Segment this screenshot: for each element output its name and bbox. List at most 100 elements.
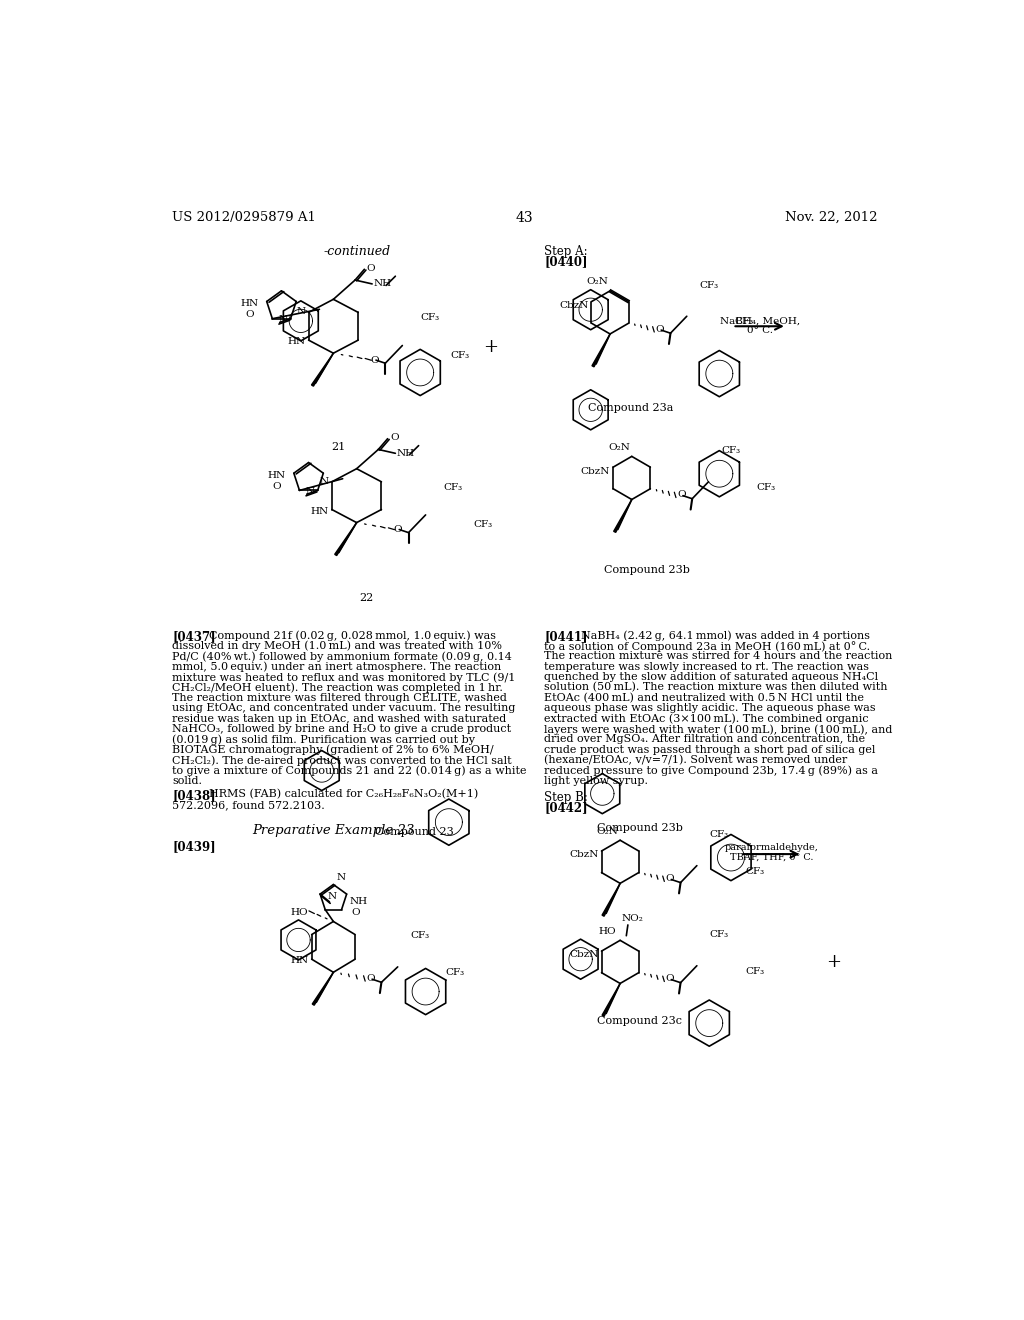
Text: O: O	[351, 908, 359, 916]
Text: TBAF, THF, 0° C.: TBAF, THF, 0° C.	[729, 853, 813, 862]
Text: CF₃: CF₃	[721, 446, 740, 455]
Text: The reaction mixture was filtered through CELITE, washed: The reaction mixture was filtered throug…	[172, 693, 507, 702]
Text: N: N	[319, 477, 329, 486]
Text: paraformaldehyde,: paraformaldehyde,	[724, 842, 818, 851]
Text: [0438]: [0438]	[172, 789, 216, 803]
Text: Step A:: Step A:	[544, 244, 588, 257]
Text: O: O	[666, 974, 675, 983]
Text: CF₃: CF₃	[710, 830, 729, 840]
Text: N: N	[279, 315, 288, 323]
Text: BIOTAGE chromatography (gradient of 2% to 6% MeOH/: BIOTAGE chromatography (gradient of 2% t…	[172, 744, 494, 755]
Text: NaHCO₃, followed by brine and H₂O to give a crude product: NaHCO₃, followed by brine and H₂O to giv…	[172, 723, 511, 734]
Text: O: O	[272, 482, 281, 491]
Text: O: O	[655, 325, 665, 334]
Text: HN: HN	[310, 507, 329, 516]
Text: NH: NH	[349, 898, 368, 906]
Text: HN: HN	[291, 956, 308, 965]
Text: NH: NH	[397, 449, 415, 458]
Text: NH: NH	[374, 280, 392, 288]
Text: HN: HN	[240, 300, 258, 309]
Text: CF₃: CF₃	[757, 483, 775, 491]
Text: O: O	[666, 874, 675, 883]
Text: HN: HN	[288, 337, 305, 346]
Text: using EtOAc, and concentrated under vacuum. The resulting: using EtOAc, and concentrated under vacu…	[172, 704, 515, 713]
Text: O: O	[390, 433, 398, 442]
Text: O: O	[245, 310, 254, 319]
Text: EtOAc (400 mL) and neutralized with 0.5 N HCl until the: EtOAc (400 mL) and neutralized with 0.5 …	[544, 693, 864, 704]
Polygon shape	[602, 983, 621, 1016]
Text: -continued: -continued	[323, 244, 390, 257]
Text: layers were washed with water (100 mL), brine (100 mL), and: layers were washed with water (100 mL), …	[544, 723, 893, 734]
Text: (hexane/EtOAc, v/v=7/1). Solvent was removed under: (hexane/EtOAc, v/v=7/1). Solvent was rem…	[544, 755, 848, 766]
Polygon shape	[602, 883, 621, 916]
Text: CbzN: CbzN	[581, 466, 610, 475]
Text: O₂N: O₂N	[587, 277, 608, 286]
Text: HN: HN	[267, 471, 286, 480]
Polygon shape	[335, 523, 356, 556]
Text: N: N	[337, 874, 346, 882]
Text: (0.019 g) as solid film. Purification was carried out by: (0.019 g) as solid film. Purification wa…	[172, 734, 475, 744]
Text: HRMS (FAB) calculated for C₂₆H₂₈F₆N₃O₂(M+1): HRMS (FAB) calculated for C₂₆H₂₈F₆N₃O₂(M…	[209, 789, 478, 800]
Text: mixture was heated to reflux and was monitored by TLC (9/1: mixture was heated to reflux and was mon…	[172, 672, 515, 682]
Text: light yellow syrup.: light yellow syrup.	[544, 776, 648, 785]
Text: NaBH₄, MeOH,: NaBH₄, MeOH,	[720, 317, 800, 325]
Text: O: O	[371, 355, 379, 364]
Text: O₂N: O₂N	[608, 442, 630, 451]
Text: dried over MgSO₄. After filtration and concentration, the: dried over MgSO₄. After filtration and c…	[544, 734, 865, 744]
Text: 572.2096, found 572.2103.: 572.2096, found 572.2103.	[172, 800, 325, 809]
Text: Compound 23b: Compound 23b	[597, 822, 682, 833]
Text: CF₃: CF₃	[411, 932, 430, 940]
Text: Compound 23a: Compound 23a	[588, 404, 673, 413]
Text: O: O	[367, 264, 376, 273]
Text: CF₃: CF₃	[735, 317, 754, 326]
Text: O₂N: O₂N	[597, 826, 618, 836]
Text: O: O	[678, 491, 686, 499]
Text: The reaction mixture was stirred for 4 hours and the reaction: The reaction mixture was stirred for 4 h…	[544, 651, 893, 661]
Text: CH₂Cl₂/MeOH eluent). The reaction was completed in 1 hr.: CH₂Cl₂/MeOH eluent). The reaction was co…	[172, 682, 503, 693]
Text: CF₃: CF₃	[451, 351, 470, 360]
Text: [0439]: [0439]	[172, 841, 216, 853]
Text: [0441]: [0441]	[544, 631, 588, 643]
Text: extracted with EtOAc (3×100 mL). The combined organic: extracted with EtOAc (3×100 mL). The com…	[544, 714, 868, 725]
Text: 43: 43	[516, 211, 534, 224]
Text: Compound 23: Compound 23	[376, 826, 454, 837]
Text: 0° C.: 0° C.	[746, 326, 773, 335]
Text: CF₃: CF₃	[710, 931, 729, 940]
Text: CF₃: CF₃	[744, 866, 764, 875]
Text: solid.: solid.	[172, 776, 202, 785]
Text: dissolved in dry MeOH (1.0 mL) and was treated with 10%: dissolved in dry MeOH (1.0 mL) and was t…	[172, 640, 502, 651]
Text: aqueous phase was slightly acidic. The aqueous phase was: aqueous phase was slightly acidic. The a…	[544, 704, 876, 713]
Text: [0437]: [0437]	[172, 631, 216, 643]
Text: US 2012/0295879 A1: US 2012/0295879 A1	[172, 211, 316, 224]
Text: [0440]: [0440]	[544, 256, 588, 268]
Text: NaBH₄ (2.42 g, 64.1 mmol) was added in 4 portions: NaBH₄ (2.42 g, 64.1 mmol) was added in 4…	[582, 631, 870, 642]
Text: Step B:: Step B:	[544, 791, 588, 804]
Text: solution (50 mL). The reaction mixture was then diluted with: solution (50 mL). The reaction mixture w…	[544, 682, 888, 693]
Text: CbzN: CbzN	[569, 850, 598, 859]
Text: Pd/C (40% wt.) followed by ammonium formate (0.09 g, 0.14: Pd/C (40% wt.) followed by ammonium form…	[172, 651, 512, 661]
Polygon shape	[311, 354, 334, 387]
Text: CbzN: CbzN	[559, 301, 589, 310]
Text: quenched by the slow addition of saturated aqueous NH₄Cl: quenched by the slow addition of saturat…	[544, 672, 879, 682]
Text: crude product was passed through a short pad of silica gel: crude product was passed through a short…	[544, 744, 876, 755]
Text: +: +	[825, 953, 841, 972]
Text: +: +	[483, 338, 499, 356]
Text: reduced pressure to give Compound 23b, 17.4 g (89%) as a: reduced pressure to give Compound 23b, 1…	[544, 766, 879, 776]
Text: to a solution of Compound 23a in MeOH (160 mL) at 0° C.: to a solution of Compound 23a in MeOH (1…	[544, 640, 870, 652]
Text: Compound 21f (0.02 g, 0.028 mmol, 1.0 equiv.) was: Compound 21f (0.02 g, 0.028 mmol, 1.0 eq…	[209, 631, 497, 642]
Text: Nov. 22, 2012: Nov. 22, 2012	[785, 211, 878, 224]
Text: HO: HO	[291, 908, 308, 916]
Text: N: N	[296, 308, 305, 315]
Text: temperature was slowly increased to rt. The reaction was: temperature was slowly increased to rt. …	[544, 661, 869, 672]
Text: Preparative Example 23: Preparative Example 23	[252, 824, 415, 837]
Text: CF₃: CF₃	[474, 520, 493, 529]
Polygon shape	[592, 334, 610, 367]
Text: [0442]: [0442]	[544, 801, 588, 814]
Text: O: O	[367, 974, 376, 983]
Text: Compound 23c: Compound 23c	[597, 1016, 682, 1026]
Text: 22: 22	[359, 594, 374, 603]
Text: CF₃: CF₃	[744, 966, 764, 975]
Polygon shape	[613, 499, 632, 532]
Text: CF₃: CF₃	[443, 483, 462, 491]
Text: CF₃: CF₃	[445, 968, 465, 977]
